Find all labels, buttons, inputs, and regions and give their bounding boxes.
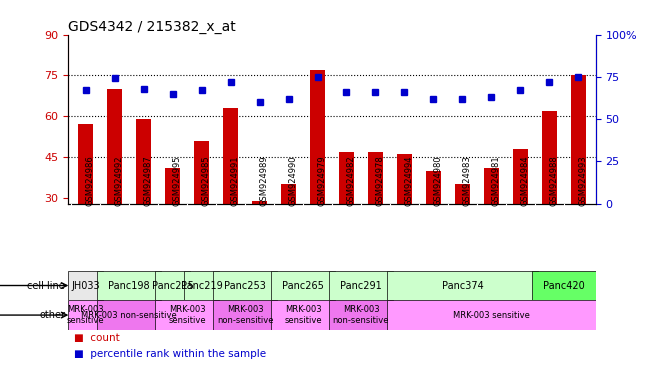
Text: GSM924992: GSM924992	[115, 155, 124, 205]
Text: ■  count: ■ count	[74, 333, 119, 343]
Text: GSM924988: GSM924988	[549, 155, 559, 205]
Bar	[107, 89, 122, 280]
Text: MRK-003
sensitive: MRK-003 sensitive	[284, 305, 322, 325]
Bar	[156, 300, 219, 330]
Text: GSM924982: GSM924982	[346, 155, 355, 205]
Bar	[397, 154, 411, 280]
Text: GDS4342 / 215382_x_at: GDS4342 / 215382_x_at	[68, 20, 236, 33]
Bar	[311, 70, 325, 280]
Text: GSM924981: GSM924981	[492, 155, 501, 205]
Bar	[253, 201, 267, 280]
Bar	[156, 271, 190, 300]
Text: GSM924978: GSM924978	[376, 155, 385, 205]
Bar	[542, 111, 557, 280]
Text: GSM924994: GSM924994	[404, 155, 413, 205]
Text: Panc219: Panc219	[181, 280, 223, 291]
Bar	[455, 184, 469, 280]
Bar	[98, 300, 161, 330]
Text: GSM924979: GSM924979	[318, 155, 327, 205]
Text: Panc215: Panc215	[152, 280, 193, 291]
Bar	[165, 168, 180, 280]
Text: JH033: JH033	[72, 280, 100, 291]
Bar	[426, 171, 441, 280]
Bar	[214, 300, 277, 330]
Text: GSM924990: GSM924990	[288, 155, 298, 205]
Text: MRK-003 sensitive: MRK-003 sensitive	[453, 311, 530, 319]
Text: Panc420: Panc420	[543, 280, 585, 291]
Bar	[532, 271, 596, 300]
Bar	[137, 119, 151, 280]
Text: MRK-003
non-sensitive: MRK-003 non-sensitive	[217, 305, 273, 325]
Text: MRK-003 non-sensitive: MRK-003 non-sensitive	[81, 311, 177, 319]
Bar	[271, 300, 335, 330]
Bar	[223, 108, 238, 280]
Bar	[387, 271, 538, 300]
Bar	[484, 168, 499, 280]
Bar	[98, 271, 161, 300]
Bar	[184, 271, 219, 300]
Text: Panc265: Panc265	[282, 280, 324, 291]
Bar	[339, 152, 353, 280]
Bar	[79, 124, 93, 280]
Bar	[68, 271, 103, 300]
Text: GSM924986: GSM924986	[86, 155, 95, 205]
Text: MRK-003
sensitive: MRK-003 sensitive	[67, 305, 105, 325]
Bar	[571, 75, 585, 280]
Bar	[195, 141, 209, 280]
Text: Panc291: Panc291	[340, 280, 382, 291]
Text: MRK-003
non-sensitive: MRK-003 non-sensitive	[333, 305, 389, 325]
Bar	[214, 271, 277, 300]
Text: GSM924995: GSM924995	[173, 155, 182, 205]
Bar	[368, 152, 383, 280]
Text: cell line: cell line	[27, 280, 65, 291]
Text: ■  percentile rank within the sample: ■ percentile rank within the sample	[74, 349, 266, 359]
Text: GSM924984: GSM924984	[520, 155, 529, 205]
Bar	[271, 271, 335, 300]
Text: Panc253: Panc253	[224, 280, 266, 291]
Text: other: other	[39, 310, 65, 320]
Text: Panc374: Panc374	[441, 280, 483, 291]
Text: Panc198: Panc198	[108, 280, 150, 291]
Bar	[329, 300, 393, 330]
Text: GSM924980: GSM924980	[434, 155, 443, 205]
Bar	[329, 271, 393, 300]
Text: GSM924987: GSM924987	[144, 155, 153, 205]
Text: GSM924991: GSM924991	[230, 155, 240, 205]
Bar	[513, 149, 527, 280]
Text: GSM924989: GSM924989	[260, 155, 269, 205]
Bar	[387, 300, 596, 330]
Text: GSM924993: GSM924993	[578, 155, 587, 205]
Text: GSM924985: GSM924985	[202, 155, 211, 205]
Bar	[68, 300, 103, 330]
Text: GSM924983: GSM924983	[462, 155, 471, 205]
Text: MRK-003
sensitive: MRK-003 sensitive	[169, 305, 206, 325]
Bar	[281, 184, 296, 280]
